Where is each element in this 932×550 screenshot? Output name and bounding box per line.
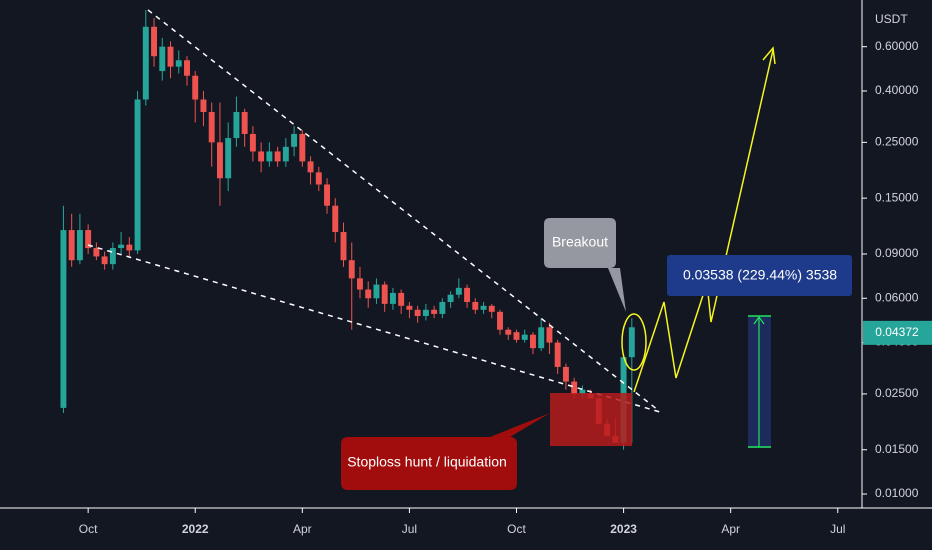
y-tick-label: 0.02500 [875, 386, 919, 400]
candle-body [258, 151, 265, 162]
x-tick-label: Oct [507, 522, 526, 536]
candle-body [315, 172, 322, 185]
y-tick-label: 0.06000 [875, 290, 919, 304]
candle-body [192, 75, 199, 100]
candle-body [266, 151, 273, 162]
candle-body [373, 284, 380, 299]
candle-body [85, 230, 92, 249]
candle-body [381, 284, 388, 304]
breakout-callout [544, 218, 626, 312]
candle-body [521, 334, 528, 340]
x-tick-label: Jul [402, 522, 417, 536]
axes: 0.60000 0.40000 0.25000 0.15000 0.09000 0.060… [79, 39, 932, 536]
candle-body [455, 287, 462, 295]
candle-body [332, 205, 339, 233]
candle-body [439, 301, 446, 314]
candle-body [274, 151, 281, 162]
candle-body [118, 244, 125, 249]
y-tick-label: 0.25000 [875, 135, 919, 149]
x-tick-label: Apr [293, 522, 312, 536]
candle-body [562, 366, 569, 382]
candle-body [159, 46, 166, 72]
candle-body [398, 292, 405, 306]
liquidation-zone [550, 393, 632, 446]
stoploss-callout [341, 413, 550, 490]
candle-body [571, 381, 578, 394]
candle-body [184, 60, 190, 76]
candle-body [414, 309, 421, 317]
x-tick-label: Oct [79, 522, 98, 536]
axis-label: USDT [875, 12, 908, 26]
y-tick-label: 0.01500 [875, 442, 919, 456]
x-tick-label: 2022 [182, 522, 209, 536]
candle-body [76, 230, 83, 261]
measure-box [667, 255, 852, 296]
y-tick-label: 0.15000 [875, 190, 919, 204]
candle-body [431, 309, 438, 314]
highlight-ellipse [621, 313, 647, 371]
candle-body [200, 99, 207, 113]
candle-body [348, 260, 355, 279]
candle-body [324, 184, 330, 206]
projection-arrowhead [762, 46, 776, 65]
candle-body [365, 289, 372, 299]
candle-body [109, 248, 116, 265]
candle-body [464, 287, 471, 302]
candle-body [175, 60, 182, 67]
candle-body [249, 133, 256, 152]
candle-body [167, 46, 174, 67]
candle-body [554, 342, 561, 367]
candle-body [60, 230, 67, 408]
y-tick-label: 0.09000 [875, 246, 919, 260]
last-price-tag [863, 320, 932, 345]
candle-body [546, 327, 553, 343]
measure-label: 0.03538 (229.44%) 3538 [683, 267, 837, 283]
y-tick-label: 0.40000 [875, 83, 919, 97]
candle-body [126, 244, 133, 251]
candle-body [241, 112, 248, 134]
x-tick-label: Apr [721, 522, 740, 536]
candle-body [472, 301, 479, 310]
candle-body [282, 146, 289, 162]
x-tick-label: Jul [830, 522, 845, 536]
candle-body [389, 292, 396, 304]
candle-body [340, 232, 347, 261]
last-price-label: 0.04372 [875, 325, 919, 339]
trend-line [147, 9, 659, 411]
candle-body [538, 327, 545, 349]
measure-arrowhead [753, 315, 765, 325]
candle-body [299, 133, 306, 162]
candle-body [101, 256, 108, 265]
candle-body [307, 161, 314, 173]
candle-body [488, 305, 495, 312]
candle-body [142, 26, 149, 100]
candle-body [225, 138, 232, 179]
candle-body [406, 305, 413, 310]
candle-body [134, 99, 141, 251]
candle-body [447, 294, 454, 302]
candle-body [422, 309, 429, 317]
candle-body [93, 248, 100, 257]
y-tick-label: 0.01000 [875, 486, 919, 500]
candle-body [208, 112, 215, 143]
candle-body [513, 332, 520, 340]
candle-body [530, 334, 536, 349]
candle-body [505, 329, 512, 335]
candle-body [68, 230, 75, 261]
candle-body [480, 305, 487, 310]
stoploss-label: Stoploss hunt / liquidation [347, 454, 507, 470]
x-tick-label: 2023 [610, 522, 637, 536]
candle-body [579, 389, 586, 394]
candle-body [628, 327, 635, 358]
candle-body [151, 26, 158, 57]
candle-body [216, 142, 223, 179]
candle-body [233, 112, 240, 139]
candle-body [357, 278, 363, 290]
breakout-label: Breakout [552, 234, 608, 250]
candle-body [291, 133, 298, 147]
candle-body [497, 311, 503, 330]
y-tick-label: 0.60000 [875, 39, 919, 53]
